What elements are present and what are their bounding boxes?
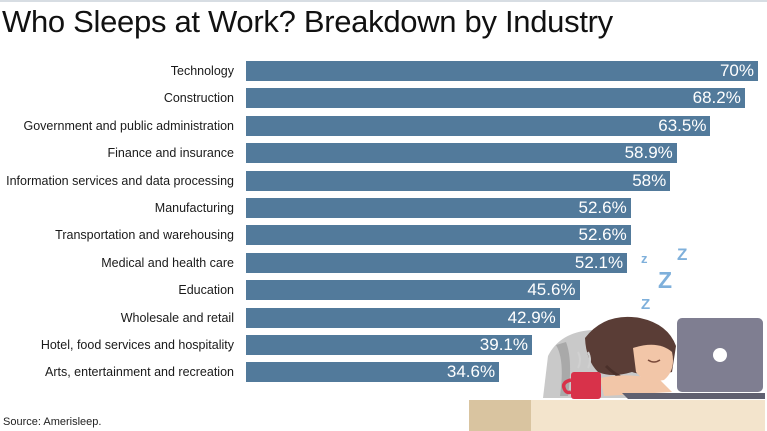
data-label: 52.6%	[578, 225, 627, 245]
data-label: 52.1%	[574, 252, 624, 272]
category-label: Medical and health care	[101, 255, 234, 270]
bar	[246, 307, 560, 328]
category-label: Government and public administration	[23, 118, 234, 133]
category-label: Information services and data processing	[6, 173, 234, 188]
data-label: 68.2%	[692, 88, 741, 108]
bar	[246, 143, 677, 164]
data-label: 70%	[719, 61, 754, 80]
data-label: 58.9%	[624, 143, 673, 163]
chart-title: Who Sleeps at Work? Breakdown by Industr…	[2, 4, 613, 39]
category-label: Manufacturing	[154, 201, 234, 215]
bar	[246, 115, 711, 136]
category-label: Technology	[170, 64, 234, 78]
bar	[246, 335, 532, 355]
bar	[246, 225, 631, 246]
bar	[246, 252, 628, 273]
data-label: 34.6%	[446, 362, 496, 382]
bar	[246, 170, 671, 191]
category-label: Education	[178, 283, 234, 298]
bar	[246, 280, 580, 301]
bar	[246, 61, 758, 81]
data-label: 52.6%	[578, 198, 627, 217]
category-label: Hotel, food services and hospitality	[40, 338, 234, 352]
bar	[246, 362, 500, 383]
category-label: Wholesale and retail	[120, 310, 234, 325]
data-label: 45.6%	[527, 280, 576, 300]
category-label: Construction	[163, 91, 234, 106]
data-label: 63.5%	[658, 115, 707, 135]
bar	[246, 88, 745, 109]
source-note: Source: Amerisleep.	[3, 416, 102, 428]
data-label: 42.9%	[507, 307, 556, 327]
category-label: Finance and insurance	[107, 146, 234, 161]
data-label: 39.1%	[479, 335, 528, 354]
top-rule	[0, 0, 767, 2]
category-label: Transportation and warehousing	[55, 228, 234, 243]
bar	[246, 198, 631, 218]
category-label: Arts, entertainment and recreation	[45, 365, 234, 380]
data-label: 58%	[632, 170, 667, 190]
